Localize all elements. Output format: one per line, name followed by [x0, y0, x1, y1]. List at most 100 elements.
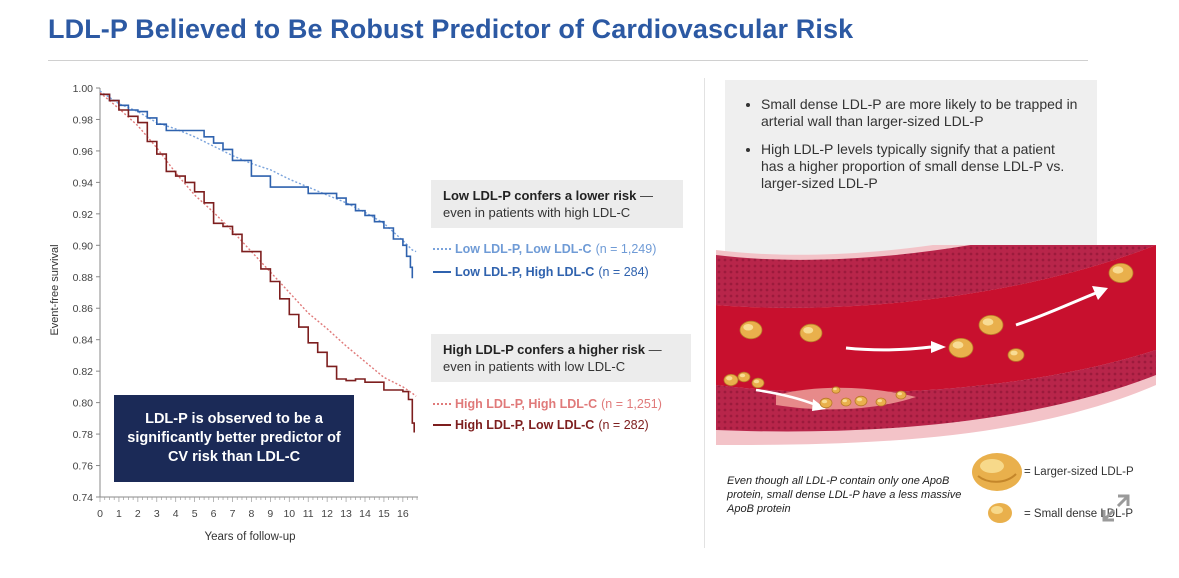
x-tick-label: 8: [249, 508, 255, 520]
x-tick-label: 4: [173, 508, 179, 520]
panel-divider: [704, 78, 705, 548]
lumen: [716, 245, 1156, 393]
legend-count: (n = 1,249): [595, 242, 657, 256]
arrow: [845, 345, 932, 352]
legend-label: High LDL-P, High LDL-C: [455, 397, 598, 411]
bullet-item: Small dense LDL-P are more likely to be …: [761, 96, 1079, 130]
ldl-particle: [840, 397, 852, 407]
arrow-head: [1092, 286, 1108, 300]
legend-swatch: [433, 403, 451, 405]
arrow: [1015, 291, 1097, 327]
y-tick-label: 0.90: [73, 240, 94, 252]
ldl-particle: [819, 397, 833, 409]
y-tick-label: 0.94: [73, 177, 94, 189]
upper-wall: [716, 245, 1156, 308]
x-tick-label: 0: [97, 508, 103, 520]
footnote: Even though all LDL-P contain only one A…: [727, 475, 962, 515]
arrow: [755, 388, 817, 407]
bullet-item: High LDL-P levels typically signify that…: [761, 141, 1079, 192]
series-line-2: [100, 93, 414, 279]
legend-count: (n = 282): [598, 418, 649, 432]
y-tick-label: 0.92: [73, 209, 94, 221]
y-tick-label: 0.74: [73, 492, 94, 504]
high-risk-box: High LDL-P confers a higher risk — even …: [431, 334, 691, 382]
y-tick-label: 0.98: [73, 114, 94, 126]
x-tick-label: 11: [303, 508, 314, 520]
x-tick-label: 1: [116, 508, 122, 520]
y-tick-label: 0.76: [73, 461, 94, 473]
arrow-head: [812, 399, 826, 411]
ldl-particle: [948, 338, 974, 359]
y-tick-label: 0.96: [73, 146, 94, 158]
legend-swatch: [433, 248, 451, 250]
small-ldl-icon: [988, 503, 1012, 523]
legend-item: High LDL-P, Low LDL-C (n = 282): [433, 418, 649, 432]
bullet-panel: Small dense LDL-P are more likely to be …: [725, 80, 1097, 255]
high-risk-dash: —: [645, 342, 662, 357]
legend-count: (n = 284): [598, 265, 649, 279]
arrow-head: [931, 341, 946, 353]
lower-wall: [716, 350, 1156, 432]
x-tick-label: 2: [135, 508, 141, 520]
ldl-particle: [799, 323, 823, 343]
y-tick-label: 0.84: [73, 335, 94, 347]
low-risk-heading: Low LDL-P confers a lower risk: [443, 188, 637, 203]
x-tick-label: 10: [283, 508, 295, 520]
ldl-particles: [723, 262, 1134, 409]
low-risk-sub: even in patients with high LDL-C: [443, 205, 631, 220]
legend-item: Low LDL-P, High LDL-C (n = 284): [433, 265, 649, 279]
large-ldl-key: = Larger-sized LDL-P: [1024, 466, 1134, 478]
x-tick-label: 7: [230, 508, 236, 520]
ldl-particle: [751, 377, 765, 389]
x-tick-label: 16: [397, 508, 409, 520]
expand-icon[interactable]: [1098, 490, 1134, 526]
legend-label: Low LDL-P, Low LDL-C: [455, 242, 592, 256]
legend-item: Low LDL-P, Low LDL-C (n = 1,249): [433, 242, 656, 256]
x-tick-label: 15: [378, 508, 390, 520]
x-tick-label: 5: [192, 508, 198, 520]
high-risk-sub: even in patients with low LDL-C: [443, 359, 626, 374]
x-axis-label: Years of follow-up: [205, 531, 296, 543]
legend-label: High LDL-P, Low LDL-C: [455, 418, 595, 432]
y-tick-label: 1.00: [73, 83, 94, 95]
low-risk-dash: —: [636, 188, 653, 203]
survival-chart: 1.00 0.98 0.96 0.94 0.92 0.90 0.88 0.86 0.84 0.82…: [49, 83, 418, 543]
x-tick-label: 12: [321, 508, 333, 520]
chart-series: [99, 90, 417, 433]
y-tick-label: 0.88: [73, 272, 94, 284]
ldl-particle: [739, 320, 763, 340]
ldl-particle: [737, 371, 751, 383]
ldl-particle: [1108, 262, 1134, 284]
ldl-particle: [831, 386, 841, 394]
x-tick-label: 6: [211, 508, 217, 520]
artery-illustration: [716, 245, 1156, 445]
x-tick-label: 3: [154, 508, 160, 520]
chart-axes: 1.00 0.98 0.96 0.94 0.92 0.90 0.88 0.86 0.84 0.82…: [73, 83, 418, 520]
x-tick-label: 9: [267, 508, 273, 520]
ldl-particle: [875, 397, 887, 407]
ldl-particle: [978, 315, 1004, 336]
large-ldl-icon: [972, 453, 1022, 491]
y-tick-label: 0.80: [73, 398, 94, 410]
legend-swatch: [433, 271, 451, 273]
low-risk-box: Low LDL-P confers a lower risk — even in…: [431, 180, 683, 228]
high-risk-heading: High LDL-P confers a higher risk: [443, 342, 646, 357]
x-tick-label: 14: [359, 508, 371, 520]
x-tick-label: 13: [340, 508, 352, 520]
ldl-particle: [854, 395, 868, 407]
ldl-particle: [723, 373, 739, 386]
series-line-4: [100, 93, 415, 433]
conclusion-callout: LDL-P is observed to be a significantly …: [114, 395, 354, 482]
legend-swatch: [433, 424, 451, 426]
legend-count: (n = 1,251): [601, 397, 662, 411]
y-tick-label: 0.86: [73, 303, 94, 315]
y-axis-label: Event-free survival: [49, 244, 61, 335]
y-tick-label: 0.82: [73, 366, 94, 378]
page-title: LDL-P Believed to Be Robust Predictor of…: [48, 14, 854, 44]
title-divider: [48, 60, 1088, 61]
ldl-particle: [895, 390, 907, 400]
legend-item: High LDL-P, High LDL-C (n = 1,251): [433, 397, 662, 411]
ldl-particle: [1007, 348, 1025, 362]
legend-label: Low LDL-P, High LDL-C: [455, 265, 595, 279]
y-tick-label: 0.78: [73, 429, 94, 441]
